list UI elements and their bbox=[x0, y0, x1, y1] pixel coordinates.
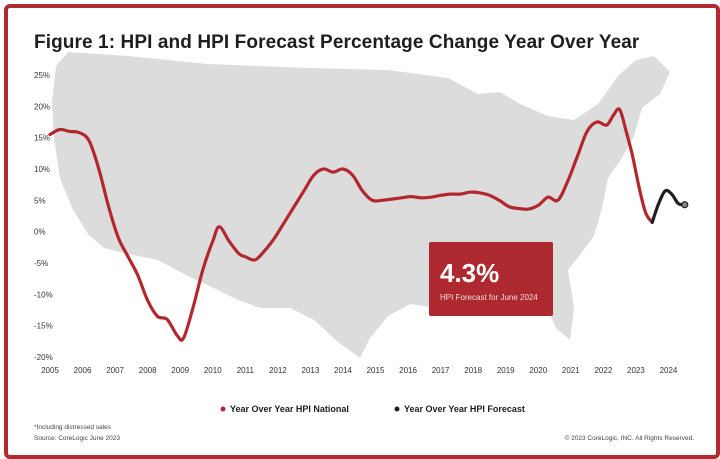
x-axis-ticks: 2005 2006 2007 2008 2009 2010 2011 2012 2013 2014… bbox=[41, 366, 678, 375]
y-tick-label: -15% bbox=[34, 322, 53, 331]
y-tick-label: 0% bbox=[34, 228, 46, 237]
x-tick-label: 2011 bbox=[237, 366, 255, 375]
x-tick-label: 2024 bbox=[660, 366, 678, 375]
chart-title: Figure 1: HPI and HPI Forecast Percentag… bbox=[34, 32, 640, 53]
y-tick-label: 20% bbox=[34, 102, 50, 111]
legend-marker-forecast bbox=[394, 406, 400, 412]
figure-frame: Figure 1: HPI and HPI Forecast Percentag… bbox=[4, 4, 720, 459]
x-tick-label: 2019 bbox=[497, 366, 515, 375]
x-tick-label: 2018 bbox=[464, 366, 482, 375]
x-tick-label: 2008 bbox=[139, 366, 157, 375]
y-tick-label: -5% bbox=[34, 259, 48, 268]
x-tick-label: 2007 bbox=[106, 366, 124, 375]
legend-label-forecast: Year Over Year HPI Forecast bbox=[404, 404, 525, 414]
x-tick-label: 2009 bbox=[171, 366, 189, 375]
callout-label: HPI Forecast for June 2024 bbox=[440, 293, 538, 302]
callout-box bbox=[429, 242, 553, 316]
x-tick-label: 2010 bbox=[204, 366, 222, 375]
legend-label-national: Year Over Year HPI National bbox=[230, 404, 349, 414]
x-tick-label: 2014 bbox=[334, 366, 352, 375]
x-tick-label: 2021 bbox=[562, 366, 580, 375]
chart-svg: 25% 20% 15% 10% 5% 0% -5% -10% -15% -20% 2005 2006… bbox=[34, 52, 695, 442]
footnote-source: Source: CoreLogic June 2023 bbox=[34, 435, 120, 442]
series-group bbox=[48, 107, 689, 342]
y-tick-label: -10% bbox=[34, 290, 53, 299]
forecast-callout: 4.3% HPI Forecast for June 2024 bbox=[429, 242, 553, 316]
us-map-silhouette bbox=[52, 52, 670, 358]
y-tick-label: 5% bbox=[34, 196, 46, 205]
y-tick-label: 25% bbox=[34, 71, 50, 80]
y-tick-label: 10% bbox=[34, 165, 50, 174]
footnote-copyright: © 2023 CoreLogic, INC. All Rights Reserv… bbox=[565, 434, 695, 442]
legend-marker-national bbox=[220, 406, 226, 412]
x-tick-label: 2012 bbox=[269, 366, 287, 375]
y-axis-ticks: 25% 20% 15% 10% 5% 0% -5% -10% -15% -20% bbox=[34, 71, 53, 362]
x-tick-label: 2016 bbox=[399, 366, 417, 375]
y-tick-label: 15% bbox=[34, 134, 50, 143]
x-tick-label: 2020 bbox=[529, 366, 547, 375]
x-tick-label: 2006 bbox=[74, 366, 92, 375]
callout-value: 4.3% bbox=[440, 258, 499, 288]
x-tick-label: 2017 bbox=[432, 366, 450, 375]
x-tick-label: 2023 bbox=[627, 366, 645, 375]
legend: Year Over Year HPI National Year Over Ye… bbox=[220, 404, 525, 414]
x-tick-label: 2013 bbox=[302, 366, 320, 375]
forecast-end-marker bbox=[681, 201, 689, 209]
footnote-note: *Including distressed sales bbox=[34, 424, 112, 431]
x-tick-label: 2015 bbox=[367, 366, 385, 375]
series-line-forecast bbox=[650, 188, 687, 224]
x-tick-label: 2022 bbox=[594, 366, 612, 375]
y-tick-label: -20% bbox=[34, 353, 53, 362]
x-tick-label: 2005 bbox=[41, 366, 59, 375]
series-line-national bbox=[48, 107, 654, 342]
